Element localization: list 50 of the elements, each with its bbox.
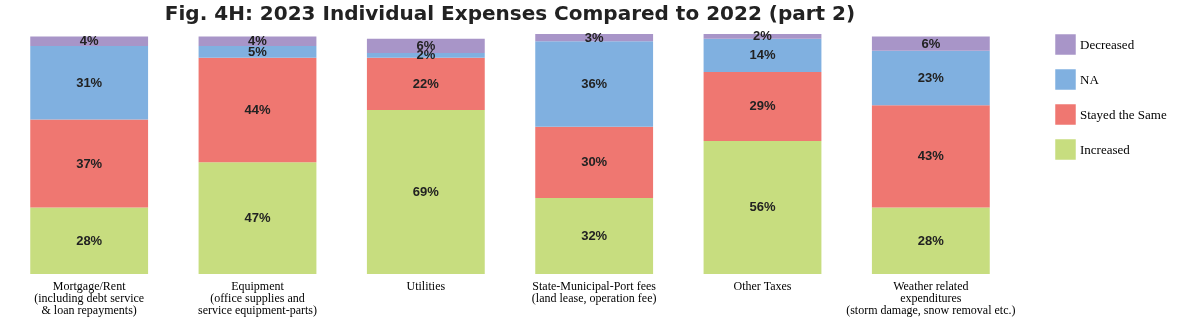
data-label: 28%	[76, 232, 103, 248]
data-label: 28%	[917, 232, 945, 248]
data-label: 30%	[581, 154, 608, 170]
legend-label: Increased	[1080, 141, 1131, 157]
bar	[198, 57, 317, 163]
data-label: 37%	[76, 155, 103, 171]
bar	[535, 41, 654, 127]
data-label: 36%	[581, 75, 608, 91]
data-label: 32%	[581, 227, 608, 243]
bar	[703, 72, 822, 141]
data-label: 4%	[79, 33, 99, 49]
data-label: 29%	[749, 98, 776, 114]
bar	[198, 45, 317, 58]
x-tick-label: Other Taxes	[733, 278, 792, 293]
bar	[30, 207, 149, 274]
data-label: 47%	[244, 210, 271, 226]
bar	[30, 36, 149, 46]
data-label: 22%	[412, 75, 440, 91]
bar	[871, 207, 990, 274]
data-label: 6%	[921, 35, 941, 51]
bar	[703, 140, 822, 274]
x-tick-label: Mortgage/Rent (including debt service & loan repayments)	[34, 278, 145, 317]
data-label: 23%	[917, 69, 945, 85]
data-label: 31%	[76, 74, 103, 90]
bar	[871, 50, 990, 106]
legend-label: Stayed the Same	[1080, 106, 1167, 122]
chart-title: Fig. 4H: 2023 Individual Expenses Compared to 2022 (part 2)	[164, 1, 856, 26]
bar	[703, 38, 822, 73]
x-tick-label: Weather related expenditures (storm damage, snow removal etc.)	[846, 278, 1016, 317]
legend-label: Decreased	[1080, 36, 1135, 52]
x-tick-label: Utilities	[406, 278, 446, 293]
bar	[535, 126, 654, 198]
bar	[871, 36, 990, 51]
bar	[535, 197, 654, 274]
legend-label: NA	[1080, 71, 1100, 87]
data-label: 44%	[244, 102, 271, 118]
bar	[366, 57, 485, 111]
bar	[366, 110, 485, 274]
bar	[198, 36, 317, 46]
bar	[30, 45, 149, 120]
data-label: 69%	[412, 184, 440, 200]
bar	[871, 105, 990, 208]
bar	[30, 119, 149, 208]
bar	[198, 162, 317, 274]
x-tick-label: State-Municipal-Port fees (land lease, operation fee)	[531, 278, 657, 305]
data-label: 3%	[584, 29, 604, 45]
x-tick-label: Equipment (office supplies and service equipment-parts)	[198, 278, 317, 317]
data-label: 56%	[749, 199, 776, 215]
data-label: 14%	[749, 47, 776, 63]
data-label: 43%	[917, 148, 945, 164]
